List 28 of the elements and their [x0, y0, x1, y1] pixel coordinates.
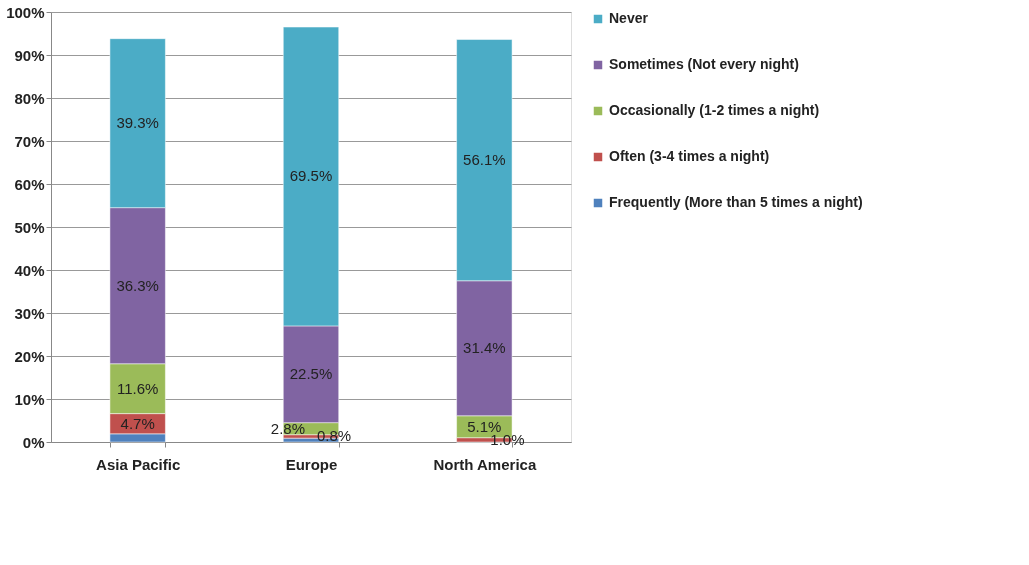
y-tick-label: 60%: [14, 175, 45, 193]
legend-label: Often (3-4 times a night): [609, 148, 770, 164]
y-tick-label: 40%: [14, 261, 45, 279]
data-label: 4.7%: [120, 414, 155, 432]
data-label: 69.5%: [289, 167, 333, 185]
data-label: 22.5%: [289, 365, 333, 383]
data-label: 36.3%: [116, 276, 159, 294]
x-tick-label: Europe: [285, 455, 338, 473]
legend-label: Occasionally (1-2 times a night): [609, 102, 820, 118]
legend-label: Sometimes (Not every night): [609, 56, 799, 72]
y-tick-label: 30%: [14, 304, 45, 322]
legend-label: Frequently (More than 5 times a night): [609, 194, 863, 210]
x-tick-label: North America: [433, 455, 537, 473]
data-label: 11.6%: [116, 379, 159, 397]
x-tick-label: Asia Pacific: [96, 455, 181, 473]
y-tick-label: 10%: [14, 390, 45, 408]
y-tick-label: 0%: [22, 433, 45, 451]
data-label: 56.1%: [463, 151, 506, 169]
legend-label: Never: [609, 10, 649, 26]
y-tick-label: 80%: [14, 89, 45, 107]
y-tick-label: 90%: [14, 46, 45, 64]
y-tick-label: 20%: [14, 347, 45, 365]
data-label: 5.1%: [467, 417, 502, 435]
y-tick-label: 100%: [6, 3, 45, 21]
y-tick-label: 50%: [14, 218, 45, 236]
data-label: 31.4%: [463, 339, 506, 357]
data-label: 39.3%: [116, 114, 159, 132]
y-tick-label: 70%: [14, 132, 45, 150]
